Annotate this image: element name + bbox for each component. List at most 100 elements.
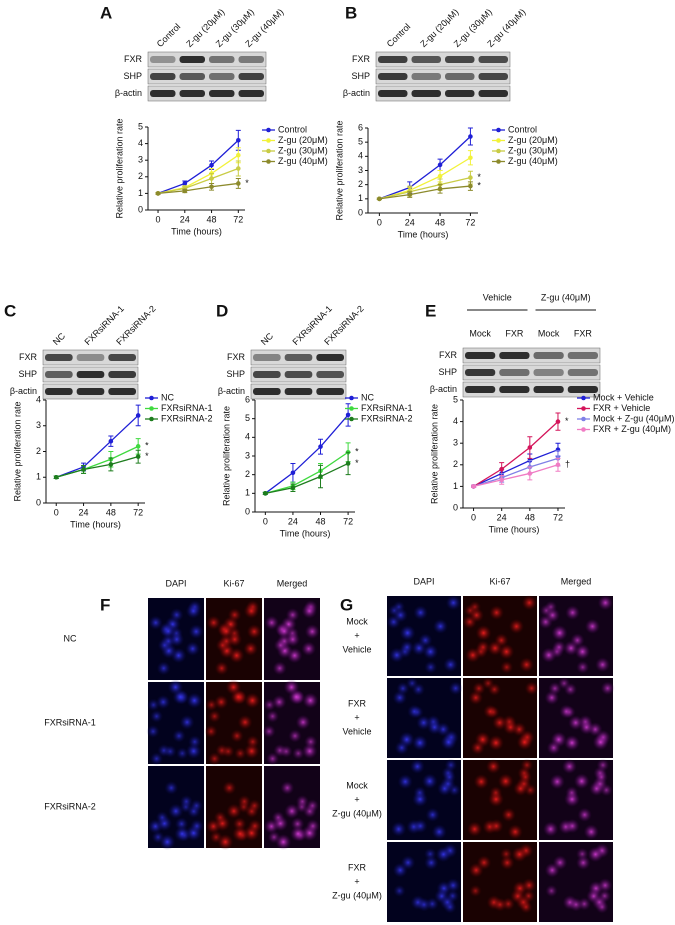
row-label: Z-gu (40μM) [332, 808, 382, 818]
point [236, 181, 241, 186]
y-tick-label: 6 [358, 122, 363, 132]
legend-label: FXRsiRNA-1 [361, 403, 413, 413]
cell [168, 803, 184, 819]
blot-band [76, 388, 105, 395]
cell [551, 624, 568, 641]
point [290, 470, 296, 476]
blot-row-label: SHP [226, 369, 245, 379]
cell [497, 773, 514, 790]
blot-row-label: SHP [351, 71, 370, 81]
cell [519, 657, 535, 673]
cell [521, 878, 537, 893]
cell [489, 818, 504, 834]
point [471, 484, 476, 489]
cell [577, 807, 592, 822]
y-axis-label: Relative proliferation rate [429, 404, 439, 504]
point [407, 192, 413, 197]
cell [549, 774, 565, 790]
x-tick-label: 24 [288, 516, 298, 526]
annotation: * [355, 458, 359, 468]
blot-row-label: β-actin [343, 88, 370, 98]
cell [424, 855, 439, 870]
blot-column-label: NC [51, 330, 68, 347]
cell [148, 615, 163, 630]
point [53, 474, 59, 480]
blot-row-label: β-actin [10, 386, 37, 396]
blot-row-label: FXR [227, 352, 246, 362]
annotation: * [477, 180, 481, 190]
blot-band [465, 386, 496, 393]
legend-label: Mock + Vehicle [593, 392, 654, 402]
blot-band [445, 90, 475, 97]
point [318, 474, 323, 479]
cell [565, 786, 579, 800]
point [236, 137, 241, 143]
point [527, 471, 533, 476]
x-tick-label: 72 [553, 512, 563, 522]
blot-band [209, 90, 235, 97]
cell [417, 897, 432, 912]
point [236, 152, 241, 158]
blot-row-label: β-actin [218, 386, 245, 396]
point [468, 183, 473, 189]
cell [465, 647, 481, 663]
cell [473, 774, 489, 790]
cell [594, 770, 609, 784]
y-tick-label: 5 [245, 413, 250, 423]
blot-band [209, 56, 235, 63]
legend-marker [496, 138, 501, 143]
cell [421, 773, 438, 790]
channel-label: Merged [561, 576, 592, 586]
cell [397, 774, 413, 790]
cell [304, 735, 318, 749]
row-label: NC [64, 633, 77, 643]
cell [518, 770, 533, 784]
blot-band [238, 90, 264, 97]
cell [435, 846, 452, 863]
cell [513, 781, 529, 797]
legend-label: Z-gu (20μM) [508, 135, 558, 145]
point [209, 176, 214, 181]
annotation: * [245, 178, 249, 188]
cell [565, 818, 580, 834]
cell [167, 679, 184, 696]
legend-label: Z-gu (40μM) [508, 156, 558, 166]
cell [431, 824, 447, 840]
cell [189, 819, 204, 834]
cell [500, 660, 514, 674]
series-line [473, 464, 559, 488]
point [135, 413, 141, 418]
x-tick-label: 48 [207, 214, 217, 224]
legend-marker [581, 416, 586, 422]
blot-band [108, 388, 136, 395]
y-tick-label: 2 [245, 469, 250, 479]
point [345, 412, 351, 418]
cell [204, 724, 218, 739]
blot-row-label: FXR [124, 54, 143, 64]
point [182, 188, 188, 194]
cell [218, 623, 234, 639]
cell [600, 681, 615, 696]
cell [508, 618, 525, 634]
point [468, 175, 473, 180]
cell [400, 640, 415, 655]
y-tick-label: 0 [358, 207, 363, 217]
cell [243, 641, 259, 657]
y-tick-label: 0 [138, 204, 143, 214]
cell [445, 595, 461, 611]
cell [271, 811, 285, 824]
y-tick-label: 6 [245, 394, 250, 404]
x-tick-label: 24 [180, 214, 190, 224]
y-tick-label: 4 [453, 416, 458, 426]
cell [215, 638, 230, 653]
series-line [157, 182, 239, 195]
blot-band [411, 90, 441, 97]
cell [584, 618, 601, 634]
blot-band [238, 56, 264, 63]
blot-band [76, 354, 105, 361]
blot-column-label: Mock [538, 328, 560, 338]
cell [597, 878, 613, 893]
blot-row-label: SHP [18, 369, 37, 379]
series-line [473, 421, 559, 487]
legend-label: Control [508, 124, 537, 134]
